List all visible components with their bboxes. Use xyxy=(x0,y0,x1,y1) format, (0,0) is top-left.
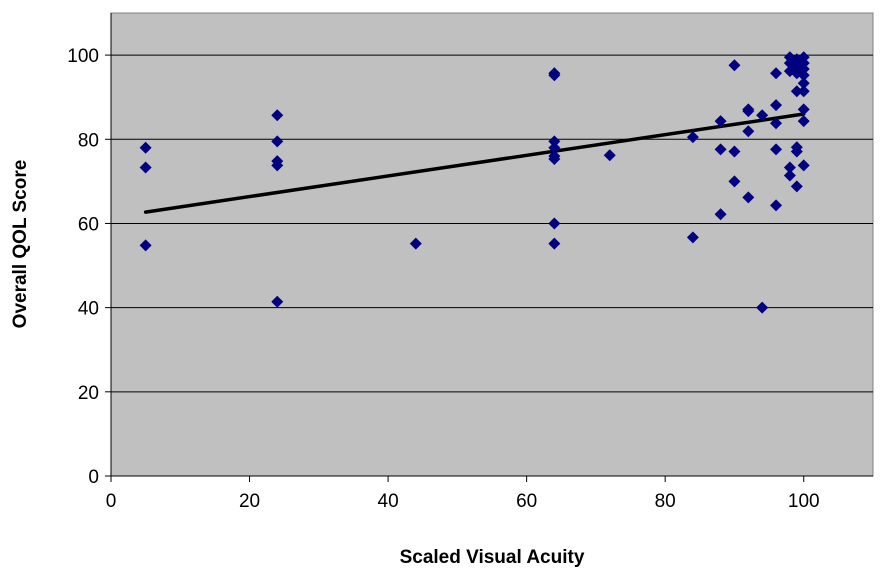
y-tick-label: 0 xyxy=(88,467,99,488)
data-point xyxy=(770,99,783,112)
data-point xyxy=(139,161,152,174)
data-point xyxy=(797,103,810,116)
x-axis-title: Scaled Visual Acuity xyxy=(400,547,585,568)
y-axis-title: Overall QOL Score xyxy=(10,160,31,329)
plot-area xyxy=(110,12,874,477)
x-tick-label: 0 xyxy=(106,491,117,512)
axis-ticks xyxy=(105,54,805,482)
data-point xyxy=(271,295,284,308)
data-point xyxy=(783,161,796,174)
data-point xyxy=(790,145,803,158)
x-tick-labels: 0 20 40 60 80 100 xyxy=(106,491,820,512)
data-point xyxy=(686,231,699,244)
data-point xyxy=(548,237,561,250)
data-point xyxy=(783,169,796,182)
data-point xyxy=(770,143,783,156)
data-point xyxy=(797,62,810,75)
trendline-group xyxy=(143,112,806,214)
y-tick-labels: 0 20 40 60 80 100 xyxy=(67,46,99,488)
data-point xyxy=(409,237,422,250)
data-point xyxy=(728,175,741,188)
data-point xyxy=(548,135,561,148)
data-point xyxy=(728,145,741,158)
y-tick-label: 60 xyxy=(78,214,99,235)
data-point xyxy=(139,239,152,252)
trendline xyxy=(143,112,806,214)
data-point xyxy=(756,109,769,122)
data-point xyxy=(548,217,561,230)
x-tick-label: 100 xyxy=(788,491,820,512)
data-point xyxy=(770,199,783,212)
data-point xyxy=(797,115,810,128)
data-point xyxy=(770,67,783,80)
data-point xyxy=(728,59,741,72)
y-tick-label: 40 xyxy=(78,299,99,320)
data-point xyxy=(548,141,561,154)
x-tick-label: 60 xyxy=(516,491,537,512)
x-tick-label: 80 xyxy=(655,491,676,512)
data-point xyxy=(271,109,284,122)
data-point xyxy=(714,208,727,221)
data-point xyxy=(548,153,561,166)
data-point xyxy=(797,85,810,98)
x-tick-label: 40 xyxy=(378,491,399,512)
data-point xyxy=(790,85,803,98)
data-point xyxy=(271,135,284,148)
data-point xyxy=(797,69,810,82)
data-point xyxy=(790,180,803,193)
y-tick-label: 100 xyxy=(67,46,99,67)
data-point xyxy=(139,141,152,154)
data-point xyxy=(742,105,755,118)
data-point xyxy=(756,301,769,314)
data-point xyxy=(271,159,284,172)
gridlines xyxy=(111,54,873,393)
x-tick-label: 20 xyxy=(239,491,260,512)
data-point xyxy=(770,117,783,130)
data-point xyxy=(714,115,727,128)
data-point xyxy=(603,149,616,162)
data-point xyxy=(797,77,810,90)
data-points xyxy=(139,51,810,314)
data-point xyxy=(548,69,561,82)
data-point xyxy=(686,131,699,144)
y-tick-label: 20 xyxy=(78,383,99,404)
y-tick-label: 80 xyxy=(78,130,99,151)
data-point xyxy=(797,159,810,172)
data-point xyxy=(742,191,755,204)
data-point xyxy=(714,143,727,156)
data-point xyxy=(742,125,755,138)
